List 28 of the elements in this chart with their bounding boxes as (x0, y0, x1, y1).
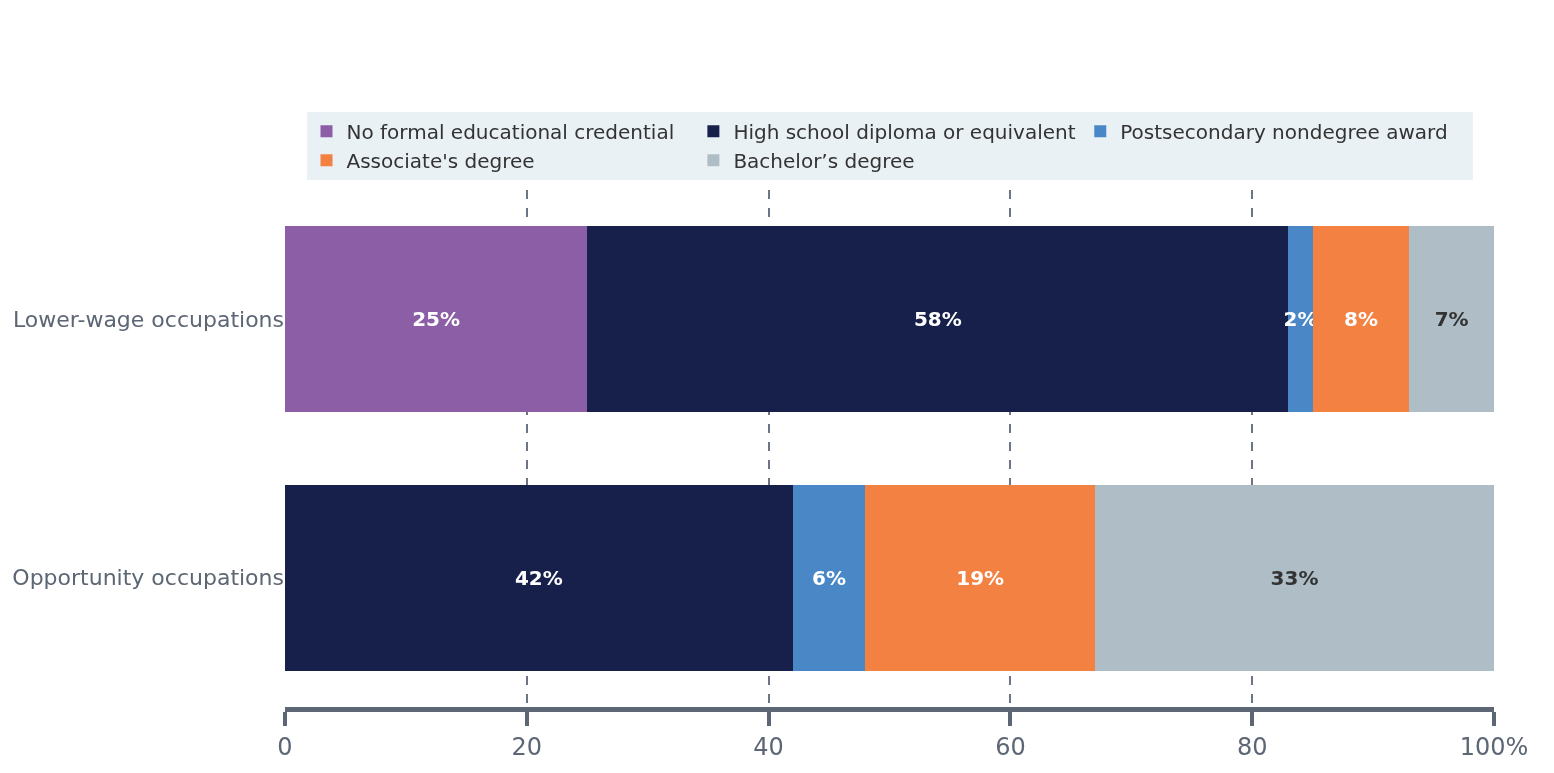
data-label: 25% (412, 307, 461, 332)
legend-label: Bachelor’s degree (733, 148, 915, 173)
x-tick-label: 0 (277, 732, 293, 761)
bar (865, 484, 1096, 671)
bar (1312, 226, 1410, 413)
x-tick-label: 100% (1459, 732, 1529, 761)
legend-label: High school diploma or equivalent (733, 119, 1076, 144)
x-tick-label: 20 (511, 732, 543, 761)
x-tick-label: 60 (995, 732, 1026, 761)
y-tick-label: Lower-wage occupations (12, 306, 284, 332)
data-label: 42% (514, 565, 563, 590)
x-tick-label: 40 (753, 732, 784, 761)
bar (285, 226, 588, 413)
bar (1409, 226, 1494, 413)
bar (1095, 484, 1494, 671)
data-label: 8% (1344, 307, 1378, 332)
data-label: 33% (1270, 565, 1319, 590)
bar (792, 484, 866, 671)
legend-label: No formal educational credential (346, 119, 675, 144)
data-label: 6% (812, 565, 847, 590)
data-label: 19% (956, 565, 1005, 590)
data-label: 58% (913, 307, 962, 332)
legend-label: Postsecondary nondegree award (1120, 119, 1448, 144)
bar (285, 484, 793, 671)
x-tick-label: 80 (1236, 732, 1268, 761)
legend-label: Associate's degree (346, 148, 535, 173)
y-tick-label: Opportunity occupations (12, 565, 284, 591)
data-label: 7% (1434, 307, 1469, 332)
